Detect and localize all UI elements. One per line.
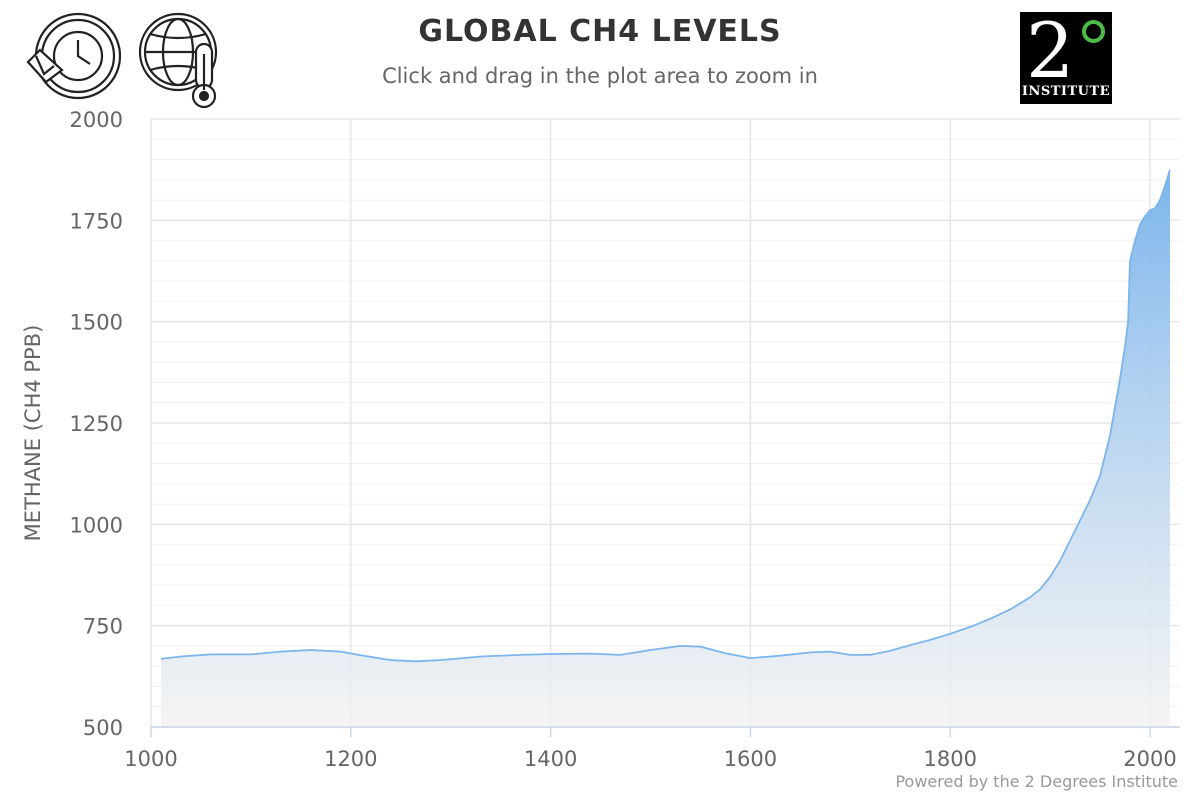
- x-tick-label: 1800: [923, 747, 976, 771]
- institute-logo: 2 INSTITUTE: [1020, 12, 1112, 104]
- credit-link[interactable]: Powered by the 2 Degrees Institute: [895, 772, 1178, 791]
- x-tick-label: 1600: [724, 747, 777, 771]
- y-tick-label: 500: [83, 716, 123, 740]
- x-tick-label: 1000: [124, 747, 177, 771]
- globe-thermometer-icon[interactable]: [138, 10, 226, 110]
- area-fill: [161, 169, 1170, 727]
- logo-degree-ring: [1082, 20, 1105, 43]
- x-tick-label: 2000: [1123, 747, 1176, 771]
- x-tick-label: 1200: [324, 747, 377, 771]
- history-reset-icon[interactable]: [26, 12, 124, 102]
- y-tick-label: 1250: [70, 412, 123, 436]
- y-tick-label: 750: [83, 615, 123, 639]
- y-axis-title: METHANE (CH4 PPB): [21, 325, 45, 542]
- y-tick-label: 2000: [70, 108, 123, 132]
- logo-digit: 2: [1026, 12, 1075, 95]
- y-tick-label: 1000: [70, 513, 123, 537]
- logo-word: INSTITUTE: [1021, 84, 1111, 99]
- x-tick-label: 1400: [524, 747, 577, 771]
- series-line[interactable]: [160, 169, 1171, 663]
- chart-title: GLOBAL CH4 LEVELS: [418, 14, 782, 49]
- y-tick-label: 1500: [70, 311, 123, 335]
- y-tick-label: 1750: [70, 209, 123, 233]
- chart-subtitle: Click and drag in the plot area to zoom …: [382, 64, 818, 88]
- axis-ticks: 500 750 1000 1250 1500 1750 2000 1000 1200 1400 16…: [70, 108, 1177, 771]
